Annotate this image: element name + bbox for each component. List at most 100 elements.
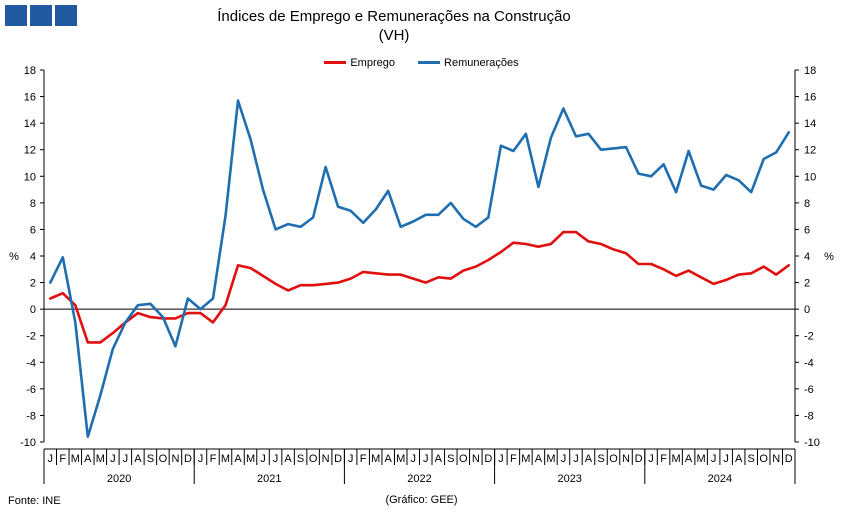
month-label: O	[459, 453, 468, 465]
y-tick-label-left: 14	[24, 118, 36, 130]
chart-subtitle: (VH)	[378, 27, 410, 44]
y-tick-label-left: -8	[26, 410, 36, 422]
month-label: S	[748, 453, 755, 465]
y-axis-label-left: %	[9, 251, 19, 263]
legend-swatch-remuneracoes	[418, 61, 441, 64]
month-label: M	[221, 453, 230, 465]
month-label: S	[147, 453, 154, 465]
credit-note: (Gráfico: GEE)	[385, 494, 458, 506]
y-tick-label-left: -6	[26, 384, 36, 396]
month-label: J	[273, 453, 279, 465]
y-tick-label-right: -6	[804, 384, 814, 396]
month-label: D	[184, 453, 192, 465]
y-tick-label-right: -2	[804, 331, 814, 343]
month-label: M	[672, 453, 681, 465]
source-note: Fonte: INE	[8, 495, 61, 507]
y-tick-label-left: 2	[30, 278, 36, 290]
logo	[5, 5, 77, 26]
month-label: J	[410, 453, 416, 465]
legend-label-emprego: Emprego	[350, 56, 395, 69]
month-label: A	[585, 453, 593, 465]
month-label: J	[561, 453, 567, 465]
y-tick-label-right: 12	[804, 145, 816, 157]
y-tick-label-right: 2	[804, 278, 810, 290]
y-tick-label-left: 6	[30, 224, 36, 236]
month-label: N	[171, 453, 179, 465]
month-label: M	[697, 453, 706, 465]
month-label: D	[635, 453, 643, 465]
month-label: O	[609, 453, 618, 465]
month-label: J	[498, 453, 504, 465]
y-tick-label-left: 12	[24, 145, 36, 157]
y-tick-label-right: 18	[804, 65, 816, 77]
year-label: 2021	[257, 473, 281, 485]
month-label: D	[785, 453, 793, 465]
month-label: J	[198, 453, 204, 465]
series-line-emprego	[48, 230, 791, 344]
chart-title: Índices de Emprego e Remunerações na Con…	[217, 8, 571, 25]
legend-label-remuneracoes: Remunerações	[444, 56, 519, 69]
month-label: A	[284, 453, 292, 465]
month-label: F	[210, 453, 217, 465]
month-label: J	[573, 453, 579, 465]
month-label: M	[371, 453, 380, 465]
y-tick-label-left: 0	[30, 304, 36, 316]
month-label: J	[110, 453, 116, 465]
month-label: J	[648, 453, 654, 465]
y-tick-label-left: -10	[20, 437, 36, 449]
y-tick-label-right: 6	[804, 224, 810, 236]
month-label: M	[96, 453, 105, 465]
y-tick-label-right: 0	[804, 304, 810, 316]
series-line-remuneracoes	[48, 99, 791, 439]
month-label: A	[84, 453, 92, 465]
month-label: J	[260, 453, 266, 465]
year-label: 2023	[557, 473, 581, 485]
y-tick-label-left: 18	[24, 65, 36, 77]
chart-title-block: Índices de Emprego e Remunerações na Con…	[0, 7, 788, 45]
month-label: F	[510, 453, 517, 465]
month-label: A	[385, 453, 393, 465]
month-label: D	[334, 453, 342, 465]
month-label: F	[660, 453, 667, 465]
month-label: J	[123, 453, 129, 465]
logo-square-3	[55, 5, 77, 26]
legend-item-remuneracoes: Remunerações	[418, 57, 519, 69]
month-label: A	[685, 453, 693, 465]
month-label: N	[472, 453, 480, 465]
month-label: D	[484, 453, 492, 465]
y-axis-label-right: %	[824, 251, 834, 263]
month-label: O	[309, 453, 318, 465]
month-label: N	[322, 453, 330, 465]
y-tick-label-right: 8	[804, 198, 810, 210]
month-label: A	[234, 453, 242, 465]
legend-item-emprego: Emprego	[324, 57, 395, 69]
year-label: 2024	[708, 473, 732, 485]
legend: Emprego Remunerações	[0, 55, 843, 69]
month-label: J	[48, 453, 54, 465]
y-tick-label-left: 10	[24, 171, 36, 183]
line-chart: -10 -10 -8 -8 -6 -6 -4 -4 -2 -2 0 0 2 2 4 4 6 6 8 8 10 10 12 12…	[9, 65, 834, 485]
month-label: F	[59, 453, 66, 465]
y-tick-label-right: 14	[804, 118, 816, 130]
month-label: S	[447, 453, 454, 465]
month-label: J	[711, 453, 717, 465]
month-label: S	[597, 453, 604, 465]
month-label: J	[348, 453, 354, 465]
month-label: O	[759, 453, 768, 465]
month-label: A	[735, 453, 743, 465]
month-label: O	[159, 453, 168, 465]
month-label: F	[360, 453, 367, 465]
month-label: M	[246, 453, 255, 465]
year-label: 2020	[107, 473, 131, 485]
month-label: M	[546, 453, 555, 465]
legend-swatch-emprego	[324, 61, 347, 64]
month-label: J	[423, 453, 429, 465]
month-label: J	[723, 453, 729, 465]
y-tick-label-right: 10	[804, 171, 816, 183]
month-label: N	[772, 453, 780, 465]
month-label: M	[521, 453, 530, 465]
month-label: N	[622, 453, 630, 465]
y-tick-label-left: 16	[24, 92, 36, 104]
month-label: M	[71, 453, 80, 465]
y-tick-label-left: -4	[26, 357, 36, 369]
